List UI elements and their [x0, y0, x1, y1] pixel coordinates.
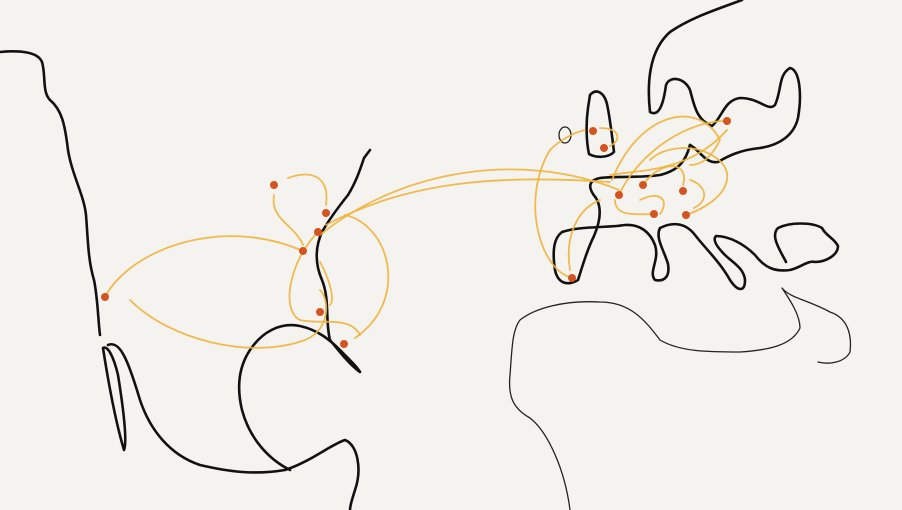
city — [600, 144, 608, 152]
city — [101, 293, 109, 301]
city — [650, 210, 658, 218]
coastline — [585, 90, 616, 159]
coastline — [647, 0, 802, 164]
route — [567, 199, 601, 271]
route — [129, 289, 328, 349]
coastline — [101, 346, 127, 452]
coastline — [552, 143, 840, 291]
route — [288, 231, 361, 336]
city — [299, 247, 307, 255]
city — [723, 117, 731, 125]
route — [287, 173, 328, 206]
city — [568, 274, 576, 282]
city — [340, 340, 348, 348]
city — [679, 187, 687, 195]
route — [325, 178, 611, 226]
route — [534, 129, 586, 279]
city — [639, 181, 647, 189]
route — [649, 147, 729, 216]
city — [314, 228, 322, 236]
routes — [104, 115, 729, 349]
route — [104, 235, 304, 298]
route — [319, 261, 333, 306]
route — [609, 129, 728, 176]
city — [589, 127, 597, 135]
route — [272, 194, 304, 246]
coastline — [508, 287, 852, 510]
coastline — [237, 148, 372, 472]
city — [322, 209, 330, 217]
route — [642, 165, 685, 186]
city — [270, 181, 278, 189]
route — [614, 199, 655, 216]
cities — [101, 117, 731, 348]
route — [611, 115, 722, 181]
route — [618, 120, 728, 196]
route — [689, 179, 705, 209]
city — [615, 191, 623, 199]
city — [682, 211, 690, 219]
coastline — [106, 342, 360, 510]
route — [344, 214, 390, 339]
route — [639, 195, 665, 215]
coastlines — [0, 0, 852, 510]
city — [316, 308, 324, 316]
route — [599, 127, 619, 147]
coastline — [0, 50, 102, 337]
